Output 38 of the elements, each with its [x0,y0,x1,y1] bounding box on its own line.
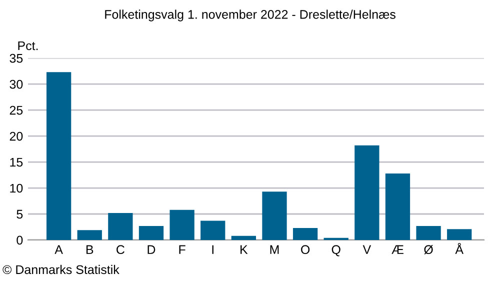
bar [138,226,164,240]
bar [200,220,226,240]
y-tick-label: 30 [10,80,23,89]
y-tick-label: 5 [16,210,23,219]
x-tick-label: C [116,245,124,254]
bar [170,210,194,240]
bar [416,226,441,240]
x-tick-label: Å [455,242,464,254]
x-tick-label: K [240,245,248,254]
x-tick-label: D [148,245,156,254]
bar [262,192,287,240]
bar [447,229,472,240]
y-tick-label: 15 [10,158,23,167]
x-tick-label: V [362,245,372,254]
x-tick-label: F [179,245,186,254]
text: © Danmarks Statistik [2,264,120,274]
y-axis-title: Pct. [18,41,38,50]
x-tick-label: Ø [424,244,433,254]
bar [231,236,256,240]
bar [46,72,72,240]
x-tick-label: O [301,245,310,254]
bar [292,228,318,240]
chart-title: Folketingsvalg 1. november 2022 - Dreslette/Helnæs [105,10,396,22]
y-tick-label: 25 [10,106,23,115]
x-tick-label: B [86,245,94,254]
x-tick-label: Æ [392,245,404,254]
x-tick-label: Q [332,245,340,256]
x-tick-label: I [212,245,214,254]
y-tick-label: 20 [10,132,23,141]
bar [354,145,380,240]
bar [77,230,102,240]
x-tick-label: A [54,245,63,254]
y-tick-label: 10 [10,184,23,193]
y-tick-label: 0 [16,236,23,245]
bar [108,212,133,240]
y-tick-label: 35 [10,54,23,63]
x-tick-label: M [270,245,279,254]
bar [385,173,410,240]
